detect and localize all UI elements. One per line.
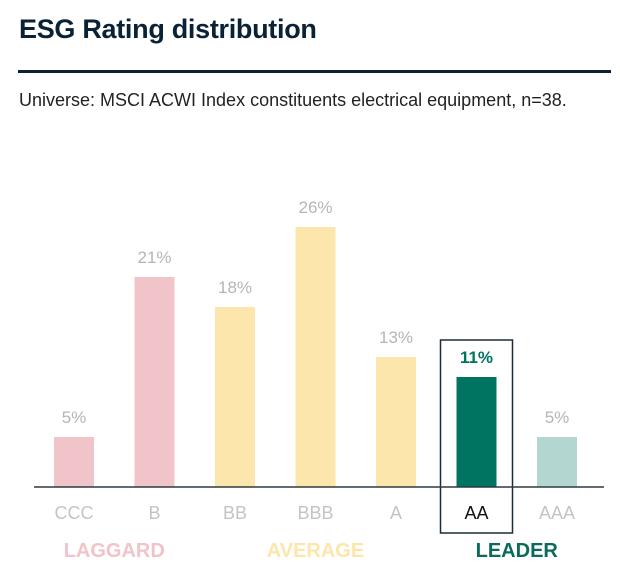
bar-aaa [537,437,577,487]
chart-title: ESG Rating distribution [19,14,317,44]
bar-b [134,277,175,487]
group-label-leader: LEADER [476,540,559,562]
category-label-aaa: AAA [539,503,575,523]
chart-subtitle: Universe: MSCI ACWI Index constituents e… [19,90,567,110]
category-label-b: B [148,503,160,523]
bar-bbb [295,227,336,487]
category-label-a: A [390,503,402,523]
category-label-ccc: CCC [55,503,94,523]
bar-a [376,357,416,487]
value-label-ccc: 5% [62,408,87,427]
category-label-bb: BB [223,503,247,523]
group-label-average: AVERAGE [267,540,364,562]
highlight-box [439,339,514,534]
group-label-laggard: LAGGARD [64,540,165,562]
value-label-aa: 11% [460,348,493,367]
bar-ccc [54,437,94,487]
category-label-bbb: BBB [297,503,333,523]
value-label-bbb: 26% [298,198,332,217]
value-label-a: 13% [379,328,413,347]
value-label-b: 21% [137,248,171,267]
value-label-aaa: 5% [545,408,570,427]
bar-aa [456,377,497,487]
value-label-bb: 18% [218,278,252,297]
bar-bb [215,307,255,487]
title-divider [18,70,611,73]
category-label-aa: AA [464,503,488,523]
